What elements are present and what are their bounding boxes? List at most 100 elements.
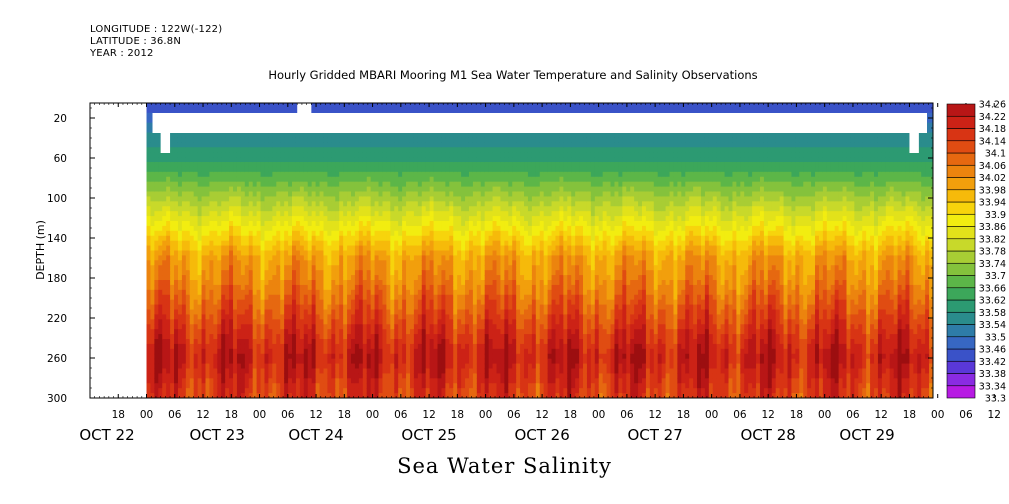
- heatmap-cell: [299, 383, 305, 389]
- heatmap-cell: [358, 186, 364, 193]
- heatmap-cell: [166, 230, 171, 237]
- heatmap-cell: [374, 240, 380, 247]
- heatmap-cell: [465, 250, 470, 257]
- heatmap-cell: [209, 107, 214, 114]
- heatmap-column: [307, 103, 313, 398]
- heatmap-cell: [292, 171, 297, 178]
- heatmap-cell: [351, 191, 356, 198]
- heatmap-cell: [181, 235, 187, 242]
- heatmap-cell: [221, 221, 226, 227]
- heatmap-cell: [343, 294, 348, 301]
- heatmap-cell: [256, 152, 262, 158]
- heatmap-cell: [323, 343, 328, 350]
- heatmap-cell: [425, 343, 431, 350]
- heatmap-cell: [425, 265, 431, 271]
- heatmap-cell: [354, 137, 360, 143]
- heatmap-cell: [299, 378, 305, 384]
- heatmap-cell: [181, 304, 187, 311]
- heatmap-cell: [162, 221, 167, 227]
- heatmap-cell: [374, 304, 380, 311]
- heatmap-cell: [150, 186, 155, 193]
- heatmap-cell: [370, 132, 376, 139]
- heatmap-cell: [292, 250, 297, 257]
- heatmap-cell: [280, 378, 285, 384]
- heatmap-cell: [374, 103, 380, 109]
- heatmap-cell: [351, 378, 356, 384]
- heatmap-cell: [166, 103, 171, 109]
- heatmap-cell: [280, 265, 285, 271]
- heatmap-cell: [343, 255, 348, 261]
- heatmap-cell: [351, 319, 356, 325]
- heatmap-cell: [390, 343, 395, 350]
- heatmap-cell: [335, 107, 340, 114]
- heatmap-cell: [437, 343, 443, 350]
- heatmap-cell: [197, 132, 203, 139]
- heatmap-cell: [351, 162, 356, 168]
- heatmap-cell: [221, 137, 226, 143]
- heatmap-cell: [354, 230, 360, 237]
- heatmap-cell: [409, 196, 415, 202]
- heatmap-cell: [311, 270, 317, 276]
- heatmap-cell: [323, 235, 328, 242]
- heatmap-cell: [327, 245, 332, 252]
- heatmap-cell: [465, 171, 470, 178]
- heatmap-cell: [421, 181, 427, 188]
- heatmap-cell: [335, 304, 340, 311]
- heatmap-cell: [295, 245, 301, 252]
- heatmap-cell: [256, 211, 262, 217]
- heatmap-cell: [256, 235, 262, 242]
- heatmap-cell: [150, 289, 155, 296]
- heatmap-cell: [288, 388, 293, 394]
- heatmap-cell: [189, 265, 195, 271]
- heatmap-cell: [162, 348, 167, 355]
- heatmap-cell: [256, 294, 262, 301]
- heatmap-cell: [225, 147, 230, 153]
- heatmap-cell: [260, 319, 266, 325]
- heatmap-cell: [177, 216, 183, 222]
- heatmap-cell: [449, 388, 454, 394]
- heatmap-cell: [181, 132, 187, 139]
- heatmap-cell: [323, 294, 328, 301]
- heatmap-cell: [201, 275, 207, 281]
- heatmap-cell: [150, 176, 155, 183]
- heatmap-cell: [233, 304, 238, 311]
- heatmap-cell: [185, 388, 191, 394]
- heatmap-cell: [453, 137, 458, 143]
- heatmap-cell: [382, 181, 387, 188]
- heatmap-cell: [162, 162, 167, 168]
- heatmap-cell: [335, 186, 340, 193]
- heatmap-cell: [358, 176, 364, 183]
- heatmap-cell: [382, 250, 387, 257]
- heatmap-cell: [233, 152, 238, 158]
- heatmap-cell: [366, 171, 372, 178]
- heatmap-cell: [327, 191, 332, 198]
- heatmap-cell: [453, 314, 458, 320]
- heatmap-cell: [339, 240, 344, 247]
- heatmap-cell: [457, 368, 462, 375]
- heatmap-cell: [339, 329, 344, 335]
- heatmap-cell: [441, 225, 446, 232]
- heatmap-cell: [382, 162, 387, 168]
- heatmap-cell: [445, 309, 450, 316]
- heatmap-cell: [229, 275, 234, 281]
- heatmap-cell: [280, 363, 285, 370]
- heatmap-cell: [276, 176, 281, 183]
- heatmap-cell: [370, 289, 376, 296]
- heatmap-cell: [236, 171, 242, 178]
- heatmap-cell: [421, 142, 427, 148]
- heatmap-cell: [374, 353, 380, 360]
- heatmap-cell: [248, 221, 254, 227]
- heatmap-cell: [209, 186, 214, 193]
- heatmap-cell: [225, 216, 230, 222]
- heatmap-cell: [185, 284, 191, 291]
- heatmap-cell: [284, 275, 289, 281]
- heatmap-cell: [425, 157, 431, 163]
- heatmap-cell: [449, 304, 454, 311]
- heatmap-cell: [398, 363, 403, 370]
- heatmap-cell: [366, 230, 372, 237]
- heatmap-cell: [205, 378, 211, 384]
- heatmap-column: [280, 103, 285, 398]
- heatmap-cell: [437, 378, 443, 384]
- heatmap-cell: [225, 280, 230, 286]
- heatmap-cell: [335, 334, 340, 340]
